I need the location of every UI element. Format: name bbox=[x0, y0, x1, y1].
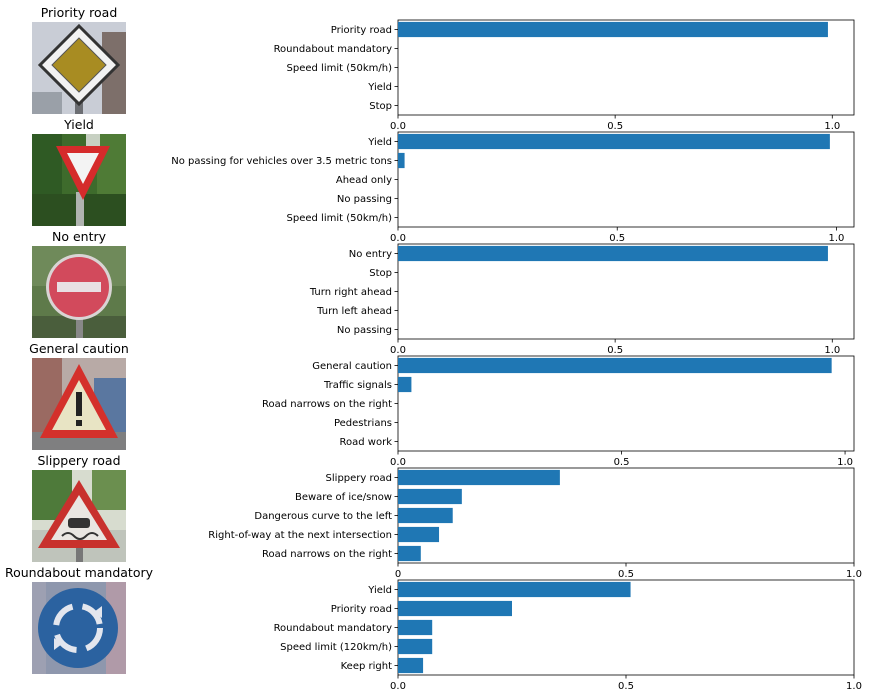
y-tick-label: Yield bbox=[367, 585, 392, 596]
x-tick-label: 0 bbox=[395, 569, 401, 580]
x-tick-label: 1.0 bbox=[824, 121, 840, 132]
x-tick-label: 1.0 bbox=[824, 345, 840, 356]
y-tick-label: Right-of-way at the next intersection bbox=[208, 530, 392, 541]
no-entry-sign-icon bbox=[32, 246, 126, 338]
x-tick-label: 0.5 bbox=[618, 681, 634, 692]
y-tick-label: Turn left ahead bbox=[316, 306, 392, 317]
prediction-row-4: General caution General caution Traffic s… bbox=[0, 336, 870, 468]
prediction-row-6: Roundabout mandatory Yield Priority road R… bbox=[0, 560, 870, 692]
x-tick-label: 0.5 bbox=[609, 233, 625, 244]
bar bbox=[398, 581, 631, 598]
bar bbox=[398, 357, 832, 374]
bar bbox=[398, 376, 412, 393]
x-tick-label: 0.0 bbox=[390, 121, 406, 132]
bar bbox=[398, 21, 828, 38]
bar-chart-2: Yield No passing for vehicles over 3.5 me… bbox=[171, 131, 855, 244]
bar bbox=[398, 657, 424, 674]
y-tick-label: Ahead only bbox=[336, 175, 392, 186]
slippery-road-sign-icon bbox=[32, 470, 126, 562]
x-tick-label: 0.5 bbox=[607, 345, 623, 356]
bar-chart-1: Priority road Roundabout mandatory Speed l… bbox=[274, 19, 855, 132]
bar bbox=[398, 488, 462, 505]
y-tick-label: Roundabout mandatory bbox=[274, 44, 393, 55]
bar bbox=[398, 245, 828, 262]
y-tick-label: No passing bbox=[337, 325, 392, 336]
y-tick-label: No entry bbox=[349, 249, 392, 260]
roundabout-mandatory-sign-icon bbox=[32, 582, 126, 674]
bar bbox=[398, 526, 440, 543]
bar bbox=[398, 507, 453, 524]
x-tick-label: 0.0 bbox=[390, 457, 406, 468]
y-tick-label: No passing for vehicles over 3.5 metric … bbox=[171, 156, 392, 167]
y-tick-label: Priority road bbox=[331, 25, 392, 36]
y-tick-label: Slippery road bbox=[326, 473, 392, 484]
x-tick-label: 1.0 bbox=[829, 233, 845, 244]
y-tick-label: Pedestrians bbox=[334, 418, 392, 429]
bar-chart-4: General caution Traffic signals Road narro… bbox=[262, 355, 855, 468]
y-tick-label: Beware of ice/snow bbox=[295, 492, 392, 503]
y-tick-label: Road narrows on the right bbox=[262, 399, 392, 410]
x-tick-label: 1.0 bbox=[837, 457, 853, 468]
bar bbox=[398, 638, 433, 655]
y-tick-label: Traffic signals bbox=[323, 380, 392, 391]
y-tick-label: Yield bbox=[367, 137, 392, 148]
yield-sign-icon bbox=[32, 134, 126, 226]
y-tick-label: Road narrows on the right bbox=[262, 549, 392, 560]
y-tick-label: Priority road bbox=[331, 604, 392, 615]
y-tick-label: Speed limit (50km/h) bbox=[287, 213, 393, 224]
y-tick-label: Stop bbox=[369, 101, 392, 112]
x-tick-label: 0.0 bbox=[390, 681, 406, 692]
prediction-row-1: Priority road Priority road Roundabout ma… bbox=[0, 0, 870, 132]
priority-road-sign-icon bbox=[32, 22, 126, 114]
bar bbox=[398, 545, 421, 562]
bar bbox=[398, 619, 433, 636]
x-tick-label: 0.0 bbox=[390, 233, 406, 244]
y-tick-label: Speed limit (120km/h) bbox=[280, 642, 392, 653]
x-tick-label: 1.0 bbox=[846, 681, 862, 692]
y-tick-label: General caution bbox=[312, 361, 392, 372]
x-tick-label: 1.0 bbox=[846, 569, 862, 580]
x-tick-label: 0.5 bbox=[614, 457, 630, 468]
x-tick-label: 0.0 bbox=[390, 345, 406, 356]
bar-chart-5: Slippery road Beware of ice/snow Dangerous… bbox=[208, 467, 862, 580]
x-tick-label: 0.5 bbox=[618, 569, 634, 580]
bar-chart-6: Yield Priority road Roundabout mandatory Sp… bbox=[274, 579, 862, 692]
bar bbox=[398, 133, 830, 150]
y-tick-label: No passing bbox=[337, 194, 392, 205]
x-tick-label: 0.5 bbox=[607, 121, 623, 132]
y-tick-label: Keep right bbox=[341, 661, 392, 672]
prediction-row-2: Yield Yield No passing for vehicles over … bbox=[0, 112, 870, 244]
image-title: Yield bbox=[64, 117, 94, 132]
image-title: Priority road bbox=[40, 5, 118, 20]
y-tick-label: Speed limit (50km/h) bbox=[287, 63, 393, 74]
prediction-row-5: Slippery road Slippery road Beware of ice… bbox=[0, 448, 870, 580]
y-tick-label: Roundabout mandatory bbox=[274, 623, 393, 634]
y-tick-label: Turn right ahead bbox=[309, 287, 392, 298]
bar bbox=[398, 600, 512, 617]
bar bbox=[398, 469, 560, 486]
prediction-row-3: No entry No entry Stop Turn right ahead Tur… bbox=[0, 224, 870, 356]
y-tick-label: Road work bbox=[340, 437, 393, 448]
image-title: General caution bbox=[29, 341, 129, 356]
y-tick-label: Stop bbox=[369, 268, 392, 279]
image-title: No entry bbox=[51, 229, 107, 244]
general-caution-sign-icon bbox=[32, 358, 126, 450]
image-title: Roundabout mandatory bbox=[4, 565, 154, 580]
bar bbox=[398, 152, 405, 169]
image-title: Slippery road bbox=[37, 453, 121, 468]
y-tick-label: Dangerous curve to the left bbox=[254, 511, 392, 522]
y-tick-label: Yield bbox=[367, 82, 392, 93]
bar-chart-3: No entry Stop Turn right ahead Turn left ah… bbox=[309, 243, 855, 356]
